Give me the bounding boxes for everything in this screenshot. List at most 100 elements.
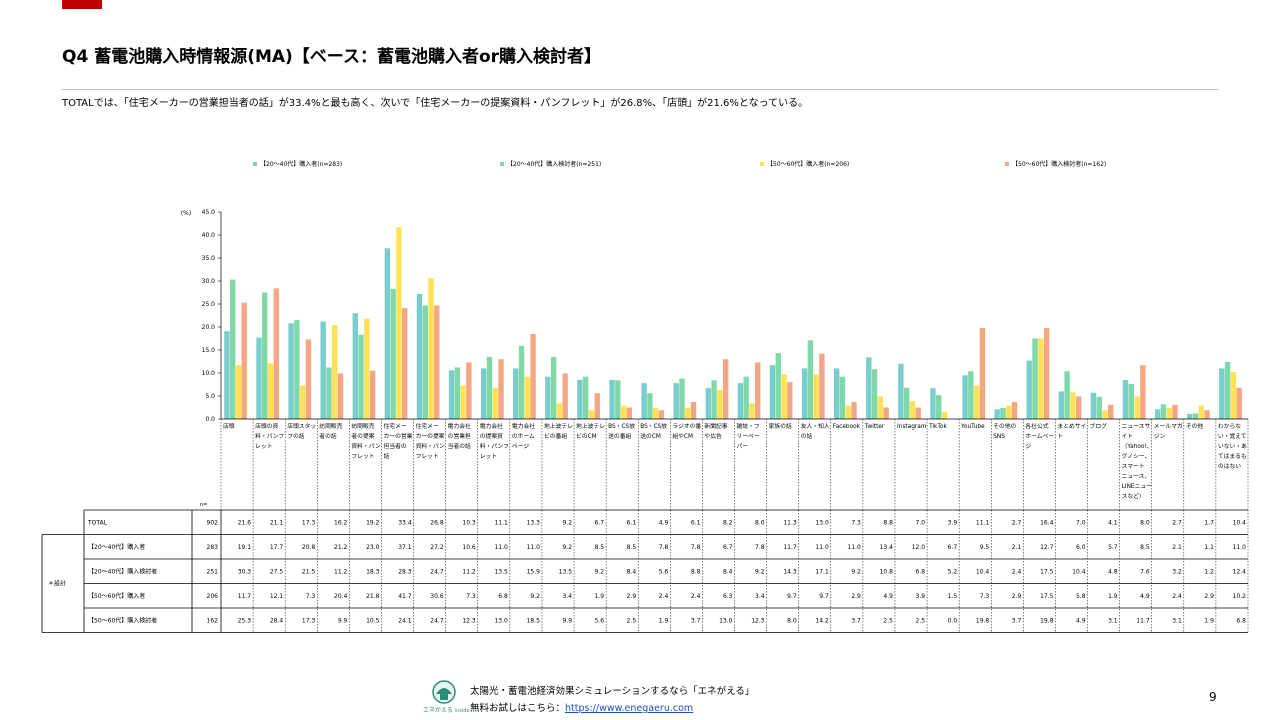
bar-s4 [498, 359, 504, 419]
n-header: n= [200, 502, 207, 508]
table-cell: 2.1 [1172, 544, 1182, 551]
category-label: 料・パンフ [480, 442, 509, 450]
table-cell: 24.7 [430, 617, 444, 624]
bar-s4 [337, 373, 344, 419]
bar-s2 [262, 292, 268, 419]
category-label: ト [1057, 434, 1063, 440]
table-cell: 11.0 [848, 544, 862, 551]
category-label: 雑誌・フ [737, 422, 760, 430]
table-cell: 3.1 [1172, 617, 1182, 624]
y-tick-label: 5.0 [205, 393, 215, 400]
bar-s3 [364, 318, 370, 419]
bar-s4 [1075, 396, 1082, 419]
bar-s4 [530, 333, 536, 419]
bar-s3 [909, 401, 916, 419]
category-label: ニュース、 [1122, 473, 1151, 480]
table-cell: 17.3 [302, 617, 316, 624]
table-cell: 15.9 [527, 568, 541, 575]
bar-s2 [711, 380, 717, 419]
bar-s1 [320, 321, 326, 419]
bar-s2 [358, 334, 364, 419]
category-label: 住宅メー [416, 422, 439, 430]
table-cell: 11.0 [1233, 544, 1247, 551]
table-cell: 10.3 [462, 519, 476, 526]
bar-s2 [486, 356, 493, 419]
bar-s4 [755, 362, 761, 419]
bar-s1 [769, 365, 776, 419]
table-cell: 10.2 [1233, 593, 1247, 600]
table-cell: 11.0 [494, 544, 508, 551]
table-cell: 21.8 [366, 593, 380, 600]
category-label: レット [255, 444, 272, 450]
bar-s3 [1102, 410, 1108, 419]
category-label: その他の [993, 422, 1016, 430]
table-cell: 5.6 [659, 568, 669, 575]
table-cell: 1.9 [1204, 617, 1214, 624]
row-label: 【20～40代】購入検討者 [88, 567, 157, 575]
bar-s1 [416, 293, 423, 419]
table-cell: 1.9 [1108, 593, 1118, 600]
row-n: 902 [207, 519, 219, 526]
category-label: まとめサイ [1057, 423, 1086, 430]
bar-s2 [1192, 413, 1199, 419]
bar-s1 [898, 363, 904, 419]
bar-s2 [1128, 384, 1134, 419]
page-title: Q4 蓄電池購入時情報源(MA)【ベース：蓄電池購入者or購入検討者】 [62, 47, 602, 67]
table-cell: 11.7 [238, 593, 252, 600]
bar-s1 [962, 375, 968, 419]
table-cell: 3.4 [562, 593, 572, 600]
table-cell: 24.7 [430, 568, 444, 575]
category-label: 訪問販売 [319, 422, 342, 430]
bar-s3 [492, 387, 498, 419]
logo-text: エネがえる [423, 707, 453, 714]
table-cell: 2.9 [1204, 593, 1214, 600]
table-cell: 9.2 [562, 544, 572, 551]
bar-s4 [819, 353, 825, 419]
table-cell: 7.8 [659, 544, 669, 551]
category-label: 店頭の資 [255, 422, 278, 430]
bar-s1 [737, 383, 744, 419]
page-number: 9 [1209, 690, 1217, 704]
bar-s3 [749, 403, 755, 419]
bar-s1 [1090, 392, 1097, 419]
table-cell: 21.1 [270, 519, 284, 526]
bar-s3 [524, 376, 530, 419]
table-cell: 11.1 [494, 519, 508, 526]
category-label: メールマガ [1154, 422, 1183, 430]
bar-s1 [641, 383, 647, 419]
bar-s4 [1011, 401, 1018, 419]
footer-link[interactable]: https://www.enegaeru.com [565, 703, 694, 714]
bar-s1 [448, 370, 455, 419]
bar-s2 [871, 369, 878, 419]
table-cell: 7.3 [851, 519, 861, 526]
footer-line-1: 太陽光・蓄電池経済効果シミュレーションするなら「エネがえる」 [470, 686, 755, 697]
table-cell: 21.2 [334, 544, 348, 551]
table-cell: 30.3 [238, 568, 252, 575]
legend-item-s1: 【20～40代】購入者(n=283) [253, 159, 342, 168]
bar-s3 [1006, 405, 1012, 419]
legend-label: 【50～60代】購入者(n=206) [767, 161, 850, 168]
bar-s1 [609, 379, 615, 419]
category-label: ジン [1154, 434, 1166, 440]
bar-s2 [1000, 407, 1006, 419]
category-label: 者の話 [319, 432, 337, 440]
table-cell: 11.0 [815, 544, 829, 551]
table-cell: 17.3 [302, 519, 316, 526]
table-cell: 2.4 [1012, 568, 1022, 575]
bar-s3 [620, 405, 627, 419]
bar-s4 [1043, 327, 1050, 419]
table-cell: 10.6 [462, 544, 476, 551]
table-cell: 9.9 [562, 617, 572, 624]
legend-label: 【20～40代】購入者(n=283) [260, 161, 343, 168]
bar-s1 [833, 368, 840, 419]
table-cell: 26.8 [430, 519, 444, 526]
bar-s4 [658, 410, 665, 419]
bar-s2 [775, 353, 781, 419]
legend-item-s4: 【50～60代】購入検討者(n=162) [1005, 159, 1106, 168]
table-cell: 10.4 [1072, 568, 1086, 575]
bar-s1 [1187, 413, 1193, 419]
table-cell: 9.2 [530, 593, 540, 600]
bar-s2 [518, 345, 525, 419]
bar-s1 [545, 376, 551, 419]
table-cell: 14.2 [815, 617, 829, 624]
